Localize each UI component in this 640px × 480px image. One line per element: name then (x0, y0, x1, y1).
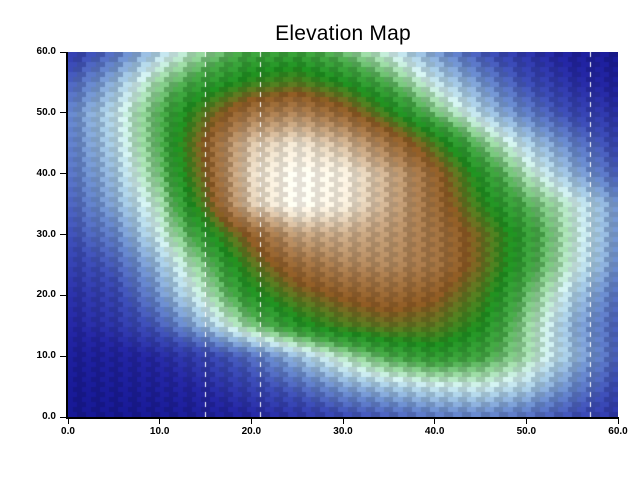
x-axis-tick-label: 20.0 (241, 426, 262, 437)
x-axis-tick-label: 0.0 (61, 426, 75, 437)
y-axis-tick (60, 112, 66, 114)
x-axis-tick-label: 60.0 (608, 426, 628, 437)
y-axis-tick (60, 294, 66, 296)
y-axis-tick-label: 60.0 (36, 46, 56, 57)
chart-title: Elevation Map (275, 22, 411, 45)
x-axis-tick (617, 419, 619, 424)
x-axis-tick (342, 419, 344, 424)
y-axis-tick (60, 234, 66, 235)
y-axis-tick (60, 173, 66, 175)
y-axis-tick-label: 40.0 (36, 167, 56, 179)
x-axis-tick-label: 10.0 (149, 426, 170, 437)
y-axis-line (66, 52, 68, 418)
x-axis-tick-label: 50.0 (516, 426, 537, 437)
x-axis-tick (434, 419, 436, 424)
y-axis-tick (60, 51, 66, 53)
y-axis-tick (60, 355, 66, 357)
x-axis-tick-label: 30.0 (333, 426, 353, 437)
y-axis-tick-label: 50.0 (36, 106, 56, 118)
x-axis-tick (525, 419, 527, 424)
y-axis-tick-label: 10.0 (36, 350, 56, 362)
y-axis-tick-label: 20.0 (36, 289, 56, 301)
heatmap-canvas (68, 52, 618, 417)
x-axis-tick (67, 419, 69, 424)
x-axis-tick (159, 419, 161, 424)
y-axis-tick-label: 0.0 (42, 411, 56, 422)
y-axis-tick (60, 416, 66, 418)
x-axis-tick (250, 419, 252, 424)
x-axis-line (66, 417, 619, 419)
x-axis-tick-label: 40.0 (424, 426, 445, 437)
y-axis-tick-label: 30.0 (36, 228, 56, 240)
